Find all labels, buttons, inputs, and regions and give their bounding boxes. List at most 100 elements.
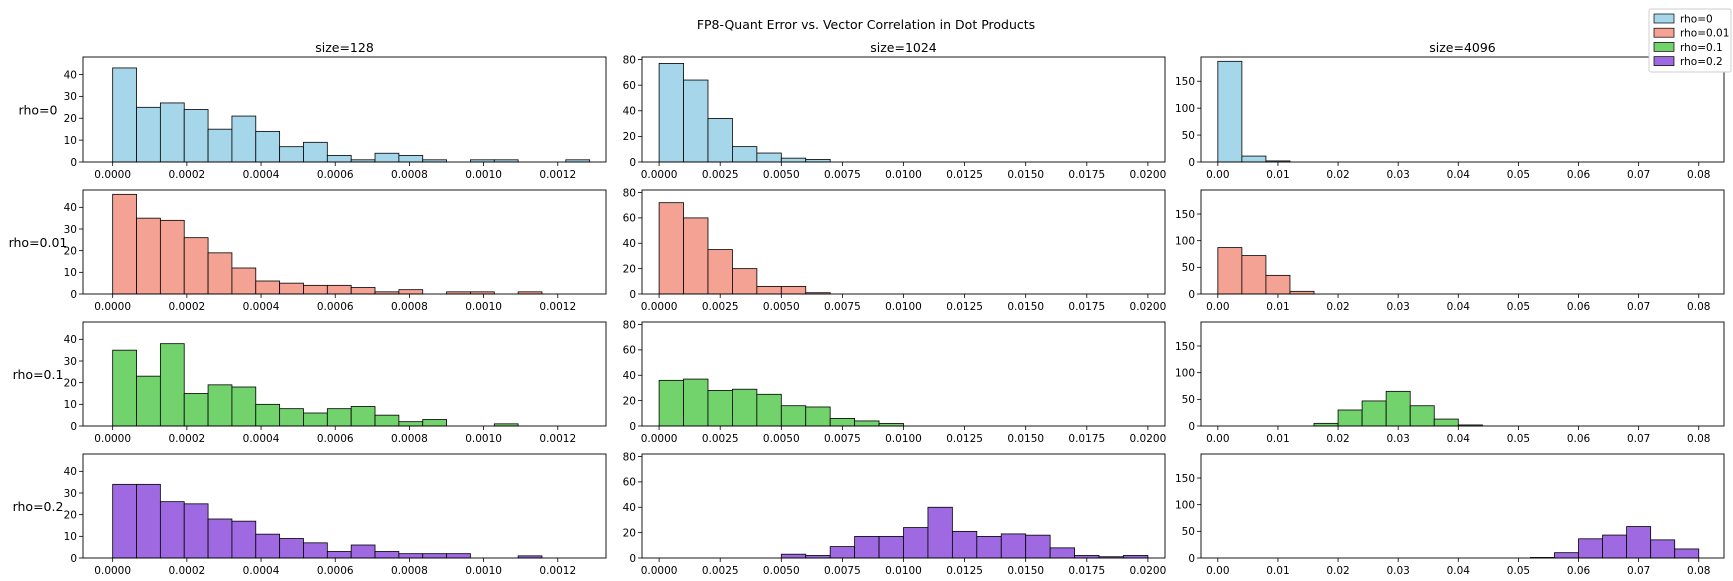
histogram-bar [159,219,185,295]
histogram-bar [878,536,904,559]
legend-label: rho=0 [1680,14,1713,26]
x-tick-label: 0.0200 [1130,433,1167,445]
x-tick-label: 0.0012 [539,169,576,181]
row-label-rho=0.1: rho=0.1 [13,367,64,382]
x-tick-label: 0.0000 [641,301,678,313]
x-tick-label: 0.0012 [539,301,576,313]
x-tick-label: 0.03 [1386,433,1409,445]
subplot-rho=0.1-size=1024: 0.0000 0.0025 0.0050 0.0075 0.0100 0.0125 0.01… [623,319,1167,445]
histogram-bar [732,146,758,163]
x-tick-label: 0.0006 [317,433,354,445]
histogram-bar [136,106,161,163]
subplot-rho=0.2-size=1024: 0.0000 0.0025 0.0050 0.0075 0.0100 0.0125 0.01… [623,451,1167,577]
y-tick-label: 10 [64,135,77,147]
x-tick-label: 0.0002 [168,301,205,313]
axes-frame [1200,321,1725,427]
x-tick-label: 0.05 [1507,169,1530,181]
legend-label: rho=0.2 [1680,56,1723,68]
figure-title: FP8-Quant Error vs. Vector Correlation i… [697,17,1035,32]
axes-frame [1200,453,1725,559]
y-tick-label: 60 [623,477,636,489]
x-tick-label: 0.06 [1567,433,1591,445]
column-title-3: size=4096 [1429,40,1496,55]
x-tick-label: 0.0025 [702,301,739,313]
x-tick-label: 0.01 [1266,433,1289,445]
x-tick-label: 0.03 [1386,301,1409,313]
histogram-bar [1554,552,1579,559]
y-tick-label: 0 [1188,553,1195,565]
histogram-bar [112,483,137,559]
x-tick-label: 0.0100 [885,433,922,445]
x-tick-label: 0.0050 [763,301,800,313]
histogram-bar [1241,155,1267,163]
x-tick-label: 0.0008 [391,301,428,313]
y-tick-label: 0 [70,157,77,169]
y-tick-label: 30 [64,356,77,368]
y-tick-label: 0 [1188,421,1195,433]
row-label-rho=0: rho=0 [19,103,58,118]
x-tick-label: 0.01 [1266,301,1289,313]
y-tick-label: 100 [1175,235,1195,247]
y-tick-label: 20 [64,377,77,389]
legend-swatch [1653,27,1675,38]
histogram-bar [398,553,424,559]
y-tick-label: 50 [1182,394,1195,406]
y-tick-label: 80 [623,54,636,66]
x-tick-label: 0.00 [1206,301,1229,313]
histogram-bar [326,408,352,427]
subplot-rho=0.01-size=128: 0.0000 0.0002 0.0004 0.0006 0.0008 0.0010 0.00… [64,189,607,313]
x-tick-label: 0.0075 [824,433,861,445]
histogram-bar [350,544,376,559]
histogram-bar [422,553,447,559]
histogram-bar [854,420,880,427]
y-tick-label: 0 [1188,157,1195,169]
histogram-bar [780,405,807,427]
histogram-bar [854,536,880,559]
x-tick-label: 0.0000 [94,565,131,577]
histogram-bar [279,408,304,427]
y-tick-label: 20 [623,395,636,407]
x-tick-label: 0.0000 [94,301,131,313]
histogram-bar [658,379,684,427]
histogram-bar [1217,60,1243,163]
x-tick-label: 0.0012 [539,565,576,577]
x-tick-label: 0.0002 [168,565,205,577]
y-tick-label: 150 [1175,473,1195,485]
y-tick-label: 60 [623,345,636,357]
x-tick-label: 0.04 [1447,565,1471,577]
x-tick-label: 0.04 [1447,169,1471,181]
x-tick-label: 0.01 [1266,565,1289,577]
histogram-bar [112,349,137,427]
histogram-bar [1409,405,1435,427]
y-tick-label: 80 [623,319,636,331]
x-tick-label: 0.0150 [1007,565,1044,577]
y-tick-label: 100 [1175,103,1195,115]
histogram-bar [1000,533,1027,559]
histogram-bar [707,249,733,295]
y-tick-label: 0 [629,421,636,433]
histogram-bar [303,542,328,559]
x-tick-label: 0.08 [1687,565,1710,577]
histogram-bar [279,538,304,559]
x-tick-label: 0.0010 [465,433,502,445]
y-tick-label: 20 [64,509,77,521]
histogram-bar [231,520,257,559]
histogram-bar [780,553,807,559]
histogram-bar [398,289,424,295]
x-tick-label: 0.05 [1507,565,1530,577]
histogram-bar [159,102,185,163]
y-tick-label: 0 [1188,289,1195,301]
histogram-bar [1337,409,1363,427]
histogram-bar [183,503,209,559]
histogram-bar [1578,538,1603,559]
x-tick-label: 0.0075 [824,301,861,313]
histogram-bar [1626,526,1652,559]
subplot-rho=0-size=128: 0.0000 0.0002 0.0004 0.0006 0.0008 0.0010 0.00… [64,56,607,181]
y-tick-label: 150 [1175,209,1195,221]
x-tick-label: 0.0006 [317,169,354,181]
legend-swatch [1653,13,1675,24]
legend-item: rho=0.1 [1653,42,1723,54]
histogram-bar [255,403,281,427]
axes-frame [82,321,607,427]
